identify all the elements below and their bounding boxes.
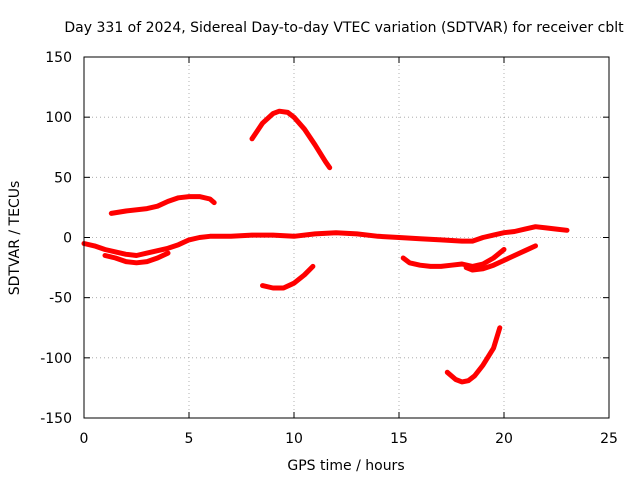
plot-frame — [83, 56, 610, 419]
grid — [84, 57, 609, 418]
y-tick-label: 0 — [63, 231, 72, 247]
y-axis-label: SDTVAR / TECUs — [7, 181, 23, 296]
series-track-hump — [249, 108, 333, 171]
x-tick-label: 20 — [495, 431, 513, 447]
chart-title: Day 331 of 2024, Sidereal Day-to-day VTE… — [64, 20, 624, 36]
ticks — [83, 56, 610, 419]
x-tick-label: 5 — [185, 431, 194, 447]
x-tick-label: 0 — [80, 431, 89, 447]
x-tick-label: 10 — [285, 431, 303, 447]
y-tick-label: 100 — [45, 110, 72, 126]
data-series — [81, 108, 570, 385]
x-axis-label: GPS time / hours — [287, 458, 404, 474]
x-tick-label: 25 — [600, 431, 618, 447]
y-tick-label: 50 — [54, 170, 72, 186]
series-track-low-left — [102, 250, 171, 266]
series-track-dip-middle — [260, 263, 316, 291]
y-tick-label: 150 — [45, 50, 72, 66]
series-track-right-lower — [463, 243, 538, 273]
x-tick-label: 15 — [390, 431, 408, 447]
y-tick-label: -100 — [40, 351, 72, 367]
y-tick-labels: -150 -100 -50 0 50 100 150 — [40, 50, 72, 427]
series-track-upper-left — [108, 194, 217, 216]
y-tick-label: -50 — [49, 291, 72, 307]
series-main-track — [81, 224, 570, 258]
x-tick-labels: 0 5 10 15 20 25 — [80, 431, 618, 447]
y-tick-label: -150 — [40, 411, 72, 427]
series-track-right-upper — [400, 247, 507, 269]
series-track-deep-dip — [444, 325, 503, 385]
